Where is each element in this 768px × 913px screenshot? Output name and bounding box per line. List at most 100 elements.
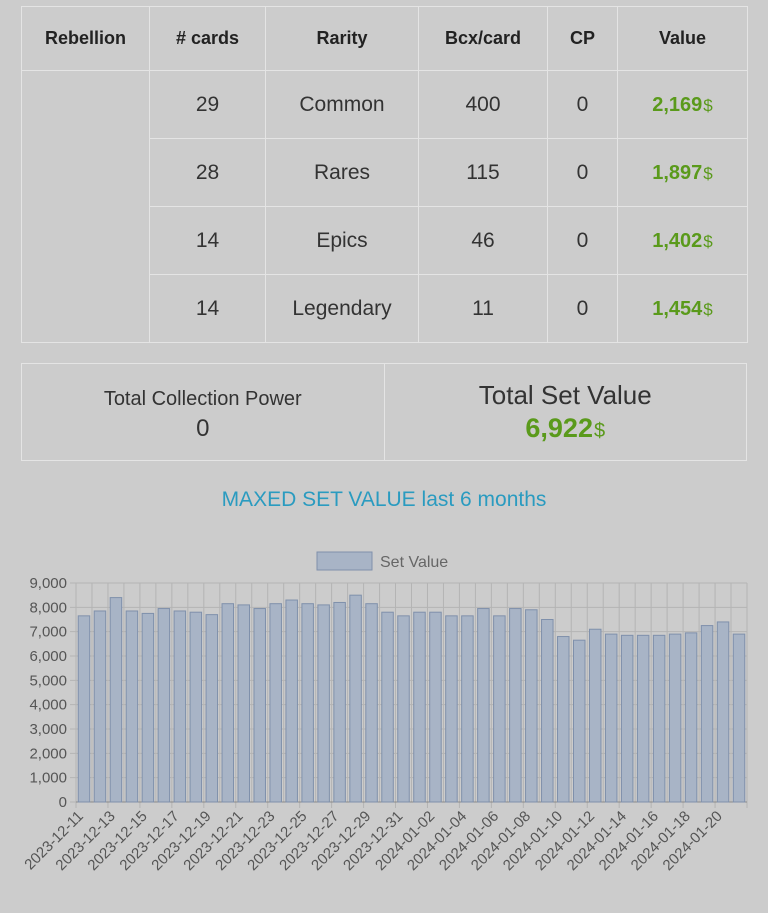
bar[interactable] — [541, 619, 554, 803]
chart-legend: Set Value — [316, 551, 448, 571]
dollar-icon: $ — [593, 420, 606, 442]
x-tick-labels: 2023-12-112023-12-132023-12-152023-12-17… — [21, 808, 726, 874]
set-value-box: Total Set Value 6,922$ — [383, 364, 747, 460]
bar[interactable] — [93, 610, 107, 803]
table-row: 28 Rares 115 0 1,897$ — [22, 138, 748, 207]
bar[interactable] — [285, 599, 298, 803]
cards-cell: 14 — [149, 274, 266, 343]
bar[interactable] — [381, 611, 394, 803]
set-cell — [21, 70, 150, 343]
rarity-cell: Rares — [265, 138, 419, 207]
bar[interactable] — [269, 603, 282, 803]
chart-heading: MAXED SET VALUE last 6 months — [0, 488, 768, 512]
legend-swatch — [316, 551, 373, 571]
bar[interactable] — [173, 610, 187, 803]
y-tick-labels: 0 1,000 2,000 3,000 4,000 5,000 6,000 7,000 8,00… — [29, 575, 67, 811]
bcx-cell: 11 — [418, 274, 548, 343]
legend-label[interactable]: Set Value — [380, 554, 448, 571]
cards-cell: 29 — [149, 70, 266, 139]
y-tick-label: 1,000 — [29, 770, 67, 787]
bar[interactable] — [125, 610, 139, 803]
bcx-cell: 46 — [418, 206, 548, 275]
set-value-chart: 0 1,000 2,000 3,000 4,000 5,000 6,000 7,000 8,00… — [21, 551, 748, 874]
bar[interactable] — [588, 628, 602, 803]
bar[interactable] — [700, 625, 714, 803]
bar[interactable] — [620, 634, 634, 803]
bar[interactable] — [157, 608, 171, 803]
bar[interactable] — [77, 615, 91, 803]
value-cell: 1,454$ — [617, 274, 748, 343]
value-amount: 1,454 — [652, 297, 703, 320]
bar[interactable] — [333, 601, 346, 803]
bar[interactable] — [684, 632, 698, 803]
header-cards: # cards — [149, 6, 266, 71]
header-value: Value — [617, 6, 748, 71]
rarity-cell: Common — [265, 70, 419, 139]
y-tick-label: 2,000 — [29, 745, 67, 762]
set-value-amount-wrap: 6,922$ — [525, 413, 605, 444]
bar[interactable] — [413, 611, 426, 803]
table-row: 14 Legendary 11 0 1,454$ — [22, 274, 748, 343]
table-row: 29 Common 400 0 2,169$ — [21, 70, 748, 343]
y-tick-label: 3,000 — [29, 721, 67, 738]
value-amount: 1,402 — [652, 229, 703, 252]
bar[interactable] — [461, 615, 474, 803]
bar[interactable] — [141, 612, 155, 803]
set-value-amount: 6,922 — [525, 413, 593, 443]
bcx-cell: 400 — [418, 70, 548, 139]
y-tick-label: 4,000 — [29, 697, 67, 714]
bar[interactable] — [477, 608, 490, 803]
bar[interactable] — [317, 604, 330, 803]
bar[interactable] — [205, 614, 219, 803]
table-row: 14 Epics 46 0 1,402$ — [22, 206, 748, 275]
bar[interactable] — [221, 603, 235, 803]
y-tick-label: 9,000 — [29, 575, 67, 592]
collection-power-box: Total Collection Power 0 — [22, 364, 384, 460]
bar[interactable] — [604, 633, 618, 803]
bar[interactable] — [652, 634, 666, 803]
rarity-table: Rebellion # cards Rarity Bcx/card CP Val… — [21, 6, 748, 343]
bar[interactable] — [509, 608, 522, 803]
value-cell: 1,897$ — [617, 138, 748, 207]
chart-bars — [77, 594, 746, 803]
bar[interactable] — [253, 608, 266, 803]
y-tick-label: 8,000 — [29, 599, 67, 616]
header-cp: CP — [547, 6, 618, 71]
dollar-icon: $ — [703, 231, 713, 251]
bar[interactable] — [365, 603, 378, 803]
bar[interactable] — [429, 611, 442, 803]
table-header-row: Rebellion # cards Rarity Bcx/card CP Val… — [21, 6, 748, 71]
chart-heading-rest: last 6 months — [415, 488, 547, 511]
cp-cell: 0 — [547, 274, 618, 343]
y-tick-label: 5,000 — [29, 672, 67, 689]
bar[interactable] — [732, 633, 746, 803]
cards-cell: 28 — [149, 138, 266, 207]
bar[interactable] — [716, 621, 730, 803]
bar[interactable] — [349, 594, 362, 803]
header-set: Rebellion — [21, 6, 150, 71]
bar[interactable] — [301, 603, 314, 803]
value-amount: 1,897 — [652, 161, 703, 184]
bar[interactable] — [397, 615, 410, 803]
cp-cell: 0 — [547, 138, 618, 207]
set-value-label: Total Set Value — [478, 380, 652, 410]
bar[interactable] — [668, 633, 682, 803]
bar[interactable] — [636, 634, 650, 803]
totals-panel: Total Collection Power 0 Total Set Value… — [21, 363, 747, 461]
dollar-icon: $ — [703, 299, 713, 319]
cards-cell: 14 — [149, 206, 266, 275]
cp-cell: 0 — [547, 70, 618, 139]
bar[interactable] — [525, 609, 538, 803]
bar[interactable] — [557, 636, 570, 803]
collection-power-value: 0 — [196, 414, 210, 442]
rarity-cell: Legendary — [265, 274, 419, 343]
bar[interactable] — [189, 611, 203, 803]
collection-power-label: Total Collection Power — [103, 387, 302, 410]
bar[interactable] — [572, 639, 586, 803]
bar[interactable] — [493, 615, 506, 803]
bar[interactable] — [109, 597, 123, 803]
bar[interactable] — [237, 604, 251, 803]
bar[interactable] — [445, 615, 458, 803]
dollar-icon: $ — [703, 95, 713, 115]
header-bcx: Bcx/card — [418, 6, 548, 71]
